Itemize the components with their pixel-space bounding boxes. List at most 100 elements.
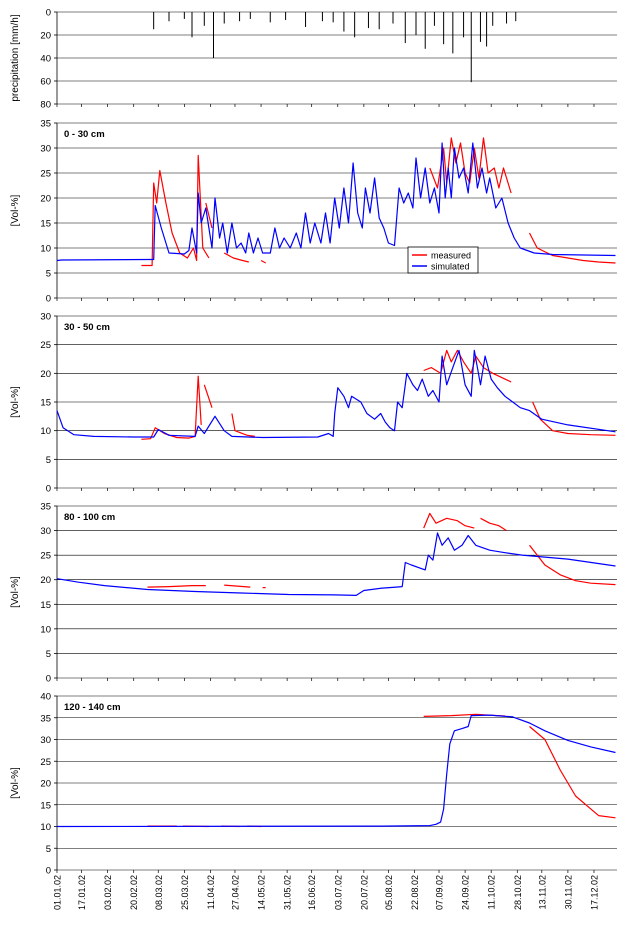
y-tick-label: 35 [40, 713, 51, 724]
y-tick-label: 0 [46, 866, 51, 877]
y-tick-label: 40 [40, 692, 51, 703]
y-tick-label: 0 [46, 484, 51, 495]
x-tick-label: 07.09.02 [435, 875, 445, 910]
y-tick-label: 20 [40, 779, 51, 790]
y-tick-label: 20 [40, 575, 51, 586]
y-tick-label: 10 [40, 426, 51, 437]
x-tick-label: 03.02.02 [103, 875, 113, 910]
x-tick-label: 03.07.02 [333, 875, 343, 910]
y-tick-label: 5 [46, 844, 51, 855]
panel-title: 120 - 140 cm [64, 702, 121, 713]
y-tick-label: 15 [40, 600, 51, 611]
y-tick-label: 30 [40, 735, 51, 746]
y-tick-label: 20 [40, 194, 51, 205]
measured-line [203, 384, 213, 408]
y-tick-label: 15 [40, 800, 51, 811]
simulated-line [56, 714, 616, 828]
y-tick-label: 35 [40, 119, 51, 130]
panel-0: 0 20 40 60 80 precipitation [mm/h] [10, 8, 617, 111]
y-axis-label: [Vol-%] [10, 576, 21, 608]
y-tick-label: 25 [40, 340, 51, 351]
measured-line [147, 584, 206, 588]
measured-line [141, 154, 210, 267]
measured-line [224, 584, 251, 588]
simulated-line [56, 349, 616, 439]
measured-line [223, 252, 249, 263]
x-axis-date-labels: 01.01.02 17.01.02 03.02.02 20.02.02 08.03.02… [53, 875, 600, 910]
panel-title: 30 - 50 cm [64, 322, 110, 333]
y-tick-label: 30 [40, 144, 51, 155]
y-tick-label: 0 [46, 294, 51, 305]
x-tick-label: 11.10.02 [487, 875, 497, 909]
x-tick-label: 17.12.02 [590, 875, 600, 910]
panel-1: 0 5 10 15 20 25 30 35 [Vol-%] 0 - 30 cm measuredsi… [10, 119, 617, 305]
y-axis-label: precipitation [mm/h] [10, 14, 21, 101]
measured-line [205, 202, 213, 229]
y-axis-label: [Vol-%] [10, 194, 21, 226]
y-tick-label: 5 [46, 269, 51, 280]
y-tick-label: 80 [40, 100, 51, 111]
x-tick-label: 05.08.02 [384, 875, 394, 910]
x-tick-label: 16.06.02 [307, 875, 317, 910]
y-tick-label: 10 [40, 822, 51, 833]
y-tick-label: 20 [40, 369, 51, 380]
y-tick-label: 0 [46, 8, 51, 19]
x-tick-label: 17.01.02 [77, 875, 87, 910]
x-tick-label: 20.02.02 [129, 875, 139, 910]
x-tick-label: 22.08.02 [410, 875, 420, 910]
measured-line [260, 259, 266, 264]
panel-title: 80 - 100 cm [64, 512, 115, 523]
x-tick-label: 13.11.02 [537, 875, 547, 909]
measured-line [423, 512, 475, 529]
measured-line [231, 413, 255, 437]
y-tick-label: 10 [40, 624, 51, 635]
measured-line [529, 726, 616, 819]
x-tick-label: 11.04.02 [206, 875, 216, 909]
y-axis-label: [Vol-%] [10, 767, 21, 799]
simulated-line [56, 532, 616, 597]
y-tick-label: 15 [40, 398, 51, 409]
y-axis-label: [Vol-%] [10, 386, 21, 418]
y-tick-label: 60 [40, 77, 51, 88]
panel-title: 0 - 30 cm [64, 129, 105, 140]
y-tick-label: 30 [40, 312, 51, 323]
y-tick-label: 0 [46, 674, 51, 685]
panel-2: 0 5 10 15 20 25 30 [Vol-%] 30 - 50 cm [10, 312, 617, 495]
panel-4: 0 5 10 15 20 25 30 35 40 [Vol-%] 120 - 140 cm [10, 692, 617, 877]
legend-label-simulated: simulated [431, 262, 470, 272]
measured-line [528, 232, 616, 264]
y-tick-label: 40 [40, 54, 51, 65]
x-tick-label: 30.11.02 [563, 875, 573, 909]
y-tick-label: 5 [46, 649, 51, 660]
chart-panels: 0 20 40 60 80 precipitation [mm/h] 0 5 10 15 20 25 3… [10, 8, 617, 877]
x-tick-label: 28.10.02 [513, 875, 523, 910]
measured-line [529, 544, 616, 586]
y-tick-label: 25 [40, 169, 51, 180]
y-tick-label: 35 [40, 502, 51, 513]
x-tick-label: 25.03.02 [180, 875, 190, 910]
y-tick-label: 20 [40, 31, 51, 42]
x-tick-label: 24.09.02 [461, 875, 471, 910]
y-tick-label: 10 [40, 244, 51, 255]
simulated-line [56, 142, 616, 262]
measured-line [532, 401, 616, 436]
x-tick-label: 14.05.02 [257, 875, 267, 910]
measured-line [141, 375, 202, 440]
y-tick-label: 5 [46, 455, 51, 466]
x-tick-label: 01.01.02 [53, 875, 63, 910]
y-tick-label: 25 [40, 551, 51, 562]
x-tick-label: 20.07.02 [359, 875, 369, 910]
legend-label-measured: measured [431, 251, 471, 261]
y-tick-label: 30 [40, 526, 51, 537]
panel-3: 0 5 10 15 20 25 30 35 [Vol-%] 80 - 100 cm [10, 502, 617, 685]
legend-box [407, 246, 479, 274]
y-tick-label: 15 [40, 219, 51, 230]
measured-line [480, 517, 507, 532]
y-tick-label: 25 [40, 757, 51, 768]
x-tick-label: 27.04.02 [231, 875, 241, 910]
x-tick-label: 08.03.02 [154, 875, 164, 910]
x-tick-label: 31.05.02 [283, 875, 293, 910]
